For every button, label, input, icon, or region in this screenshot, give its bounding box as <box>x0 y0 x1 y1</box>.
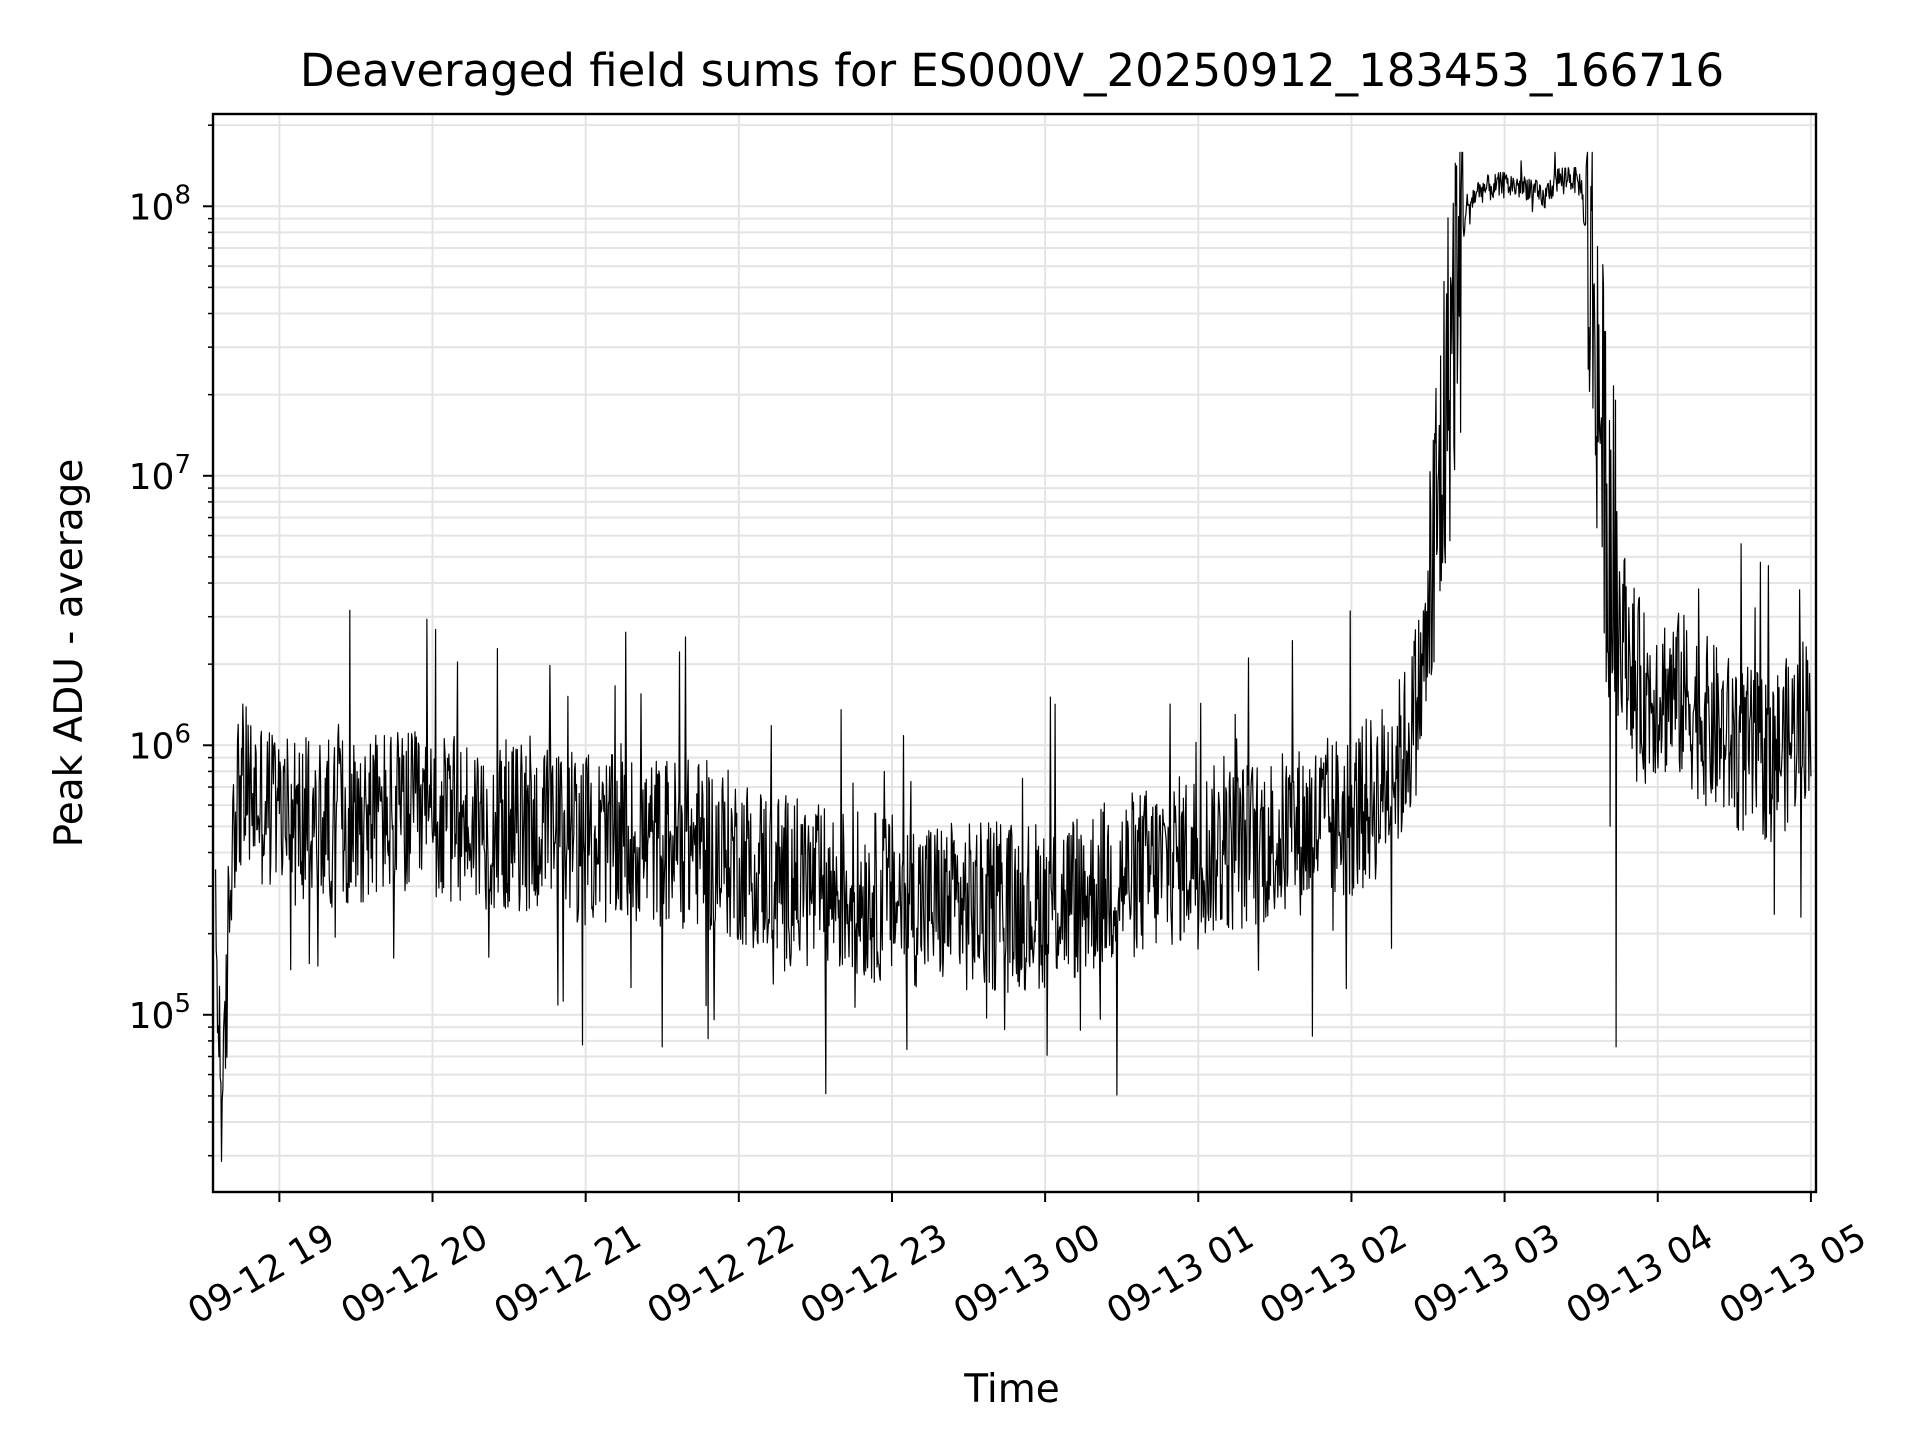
chart-title: Deaveraged field sums for ES000V_2025091… <box>300 44 1724 97</box>
y-axis: 105 106 107 108 <box>129 124 213 1157</box>
y-axis-label: Peak ADU - average <box>47 459 92 848</box>
plot-frame <box>211 112 1818 1194</box>
y-tick-label: 106 <box>129 719 191 767</box>
x-axis-label: Time <box>963 1367 1059 1412</box>
y-tick-label: 108 <box>129 180 191 228</box>
series-line <box>215 151 1812 1162</box>
y-tick-label: 105 <box>129 989 191 1037</box>
data-lines <box>215 151 1812 1162</box>
y-tick-label: 107 <box>129 450 191 498</box>
grid <box>213 114 1816 1192</box>
